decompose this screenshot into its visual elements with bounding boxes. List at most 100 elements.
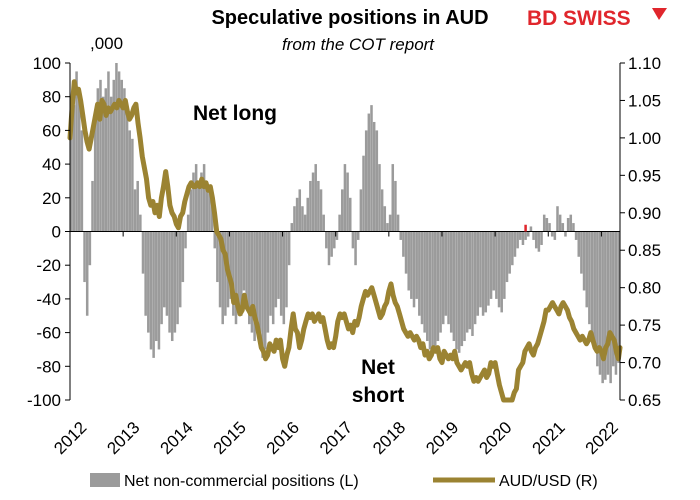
bar-52	[208, 189, 211, 232]
bar-152	[473, 231, 477, 325]
bar-6	[85, 231, 89, 316]
bar-72	[261, 231, 264, 358]
bar-119	[386, 223, 389, 232]
left-tick-label-7: -40	[36, 290, 61, 309]
bar-86	[298, 189, 302, 232]
bar-31	[152, 231, 155, 358]
bar-180	[548, 223, 551, 232]
bar-111	[364, 130, 368, 232]
bar-77	[274, 231, 278, 308]
bar-176	[537, 231, 541, 252]
bar-71	[258, 231, 262, 333]
bar-73	[263, 231, 267, 350]
bar-154	[479, 231, 482, 308]
left-tick-label-1: 80	[42, 88, 61, 107]
bar-13	[104, 88, 108, 232]
bar-88	[303, 214, 307, 232]
x-tick-label-5: 2017	[316, 418, 356, 458]
bar-173	[529, 226, 533, 232]
bar-84	[293, 206, 296, 232]
bar-162	[500, 231, 503, 313]
bar-99	[333, 231, 336, 249]
red-marker	[524, 224, 527, 232]
bar-30	[149, 231, 153, 350]
bar-83	[290, 223, 294, 232]
bar-55	[216, 231, 219, 283]
bar-146	[457, 231, 461, 353]
bar-43	[184, 231, 187, 249]
bar-129	[412, 231, 416, 308]
bar-156	[484, 231, 488, 313]
bar-178	[542, 214, 546, 232]
bar-199	[598, 231, 602, 375]
left-tick-label-10: -100	[27, 391, 61, 410]
bar-75	[269, 231, 272, 316]
bar-80	[282, 231, 286, 325]
bar-54	[213, 231, 217, 249]
bar-26	[139, 214, 142, 232]
bar-126	[404, 231, 408, 274]
bar-44	[186, 214, 190, 232]
left-tick-label-8: -60	[36, 324, 61, 343]
bar-202	[606, 231, 610, 375]
bar-134	[426, 231, 429, 342]
bar-41	[178, 231, 182, 308]
bar-147	[460, 231, 464, 347]
bar-171	[524, 231, 527, 240]
bar-185	[561, 223, 565, 232]
x-tick-label-1: 2013	[103, 418, 143, 458]
bar-66	[245, 231, 248, 308]
bar-188	[569, 214, 573, 232]
bar-160	[495, 231, 498, 299]
bar-3	[77, 88, 81, 232]
bar-51	[205, 180, 209, 232]
bar-20	[123, 88, 126, 232]
bar-105	[348, 197, 352, 232]
marker-bar	[524, 224, 527, 232]
right-tick-label-0: 1.10	[628, 54, 661, 73]
bar-184	[558, 214, 562, 232]
bar-27	[141, 231, 145, 274]
bar-14	[107, 71, 110, 232]
bar-155	[481, 231, 485, 316]
bar-189	[572, 223, 575, 232]
bar-200	[601, 231, 604, 384]
bar-102	[341, 189, 344, 232]
bar-8	[91, 180, 94, 232]
bar-95	[322, 214, 325, 232]
bar-90	[309, 180, 312, 232]
bar-40	[176, 231, 179, 325]
chart-subtitle: from the COT report	[282, 35, 435, 54]
bar-135	[428, 231, 432, 350]
right-tick-label-9: 0.65	[628, 391, 661, 410]
bar-206	[617, 231, 620, 363]
bar-97	[327, 231, 331, 266]
bar-128	[410, 231, 413, 299]
bar-197	[593, 231, 596, 350]
x-tick-label-6: 2018	[369, 418, 409, 458]
bar-49	[200, 172, 203, 232]
bar-46	[192, 172, 195, 232]
left-tick-label-6: -20	[36, 256, 61, 275]
bar-130	[415, 231, 418, 299]
bar-182	[553, 231, 557, 240]
bar-174	[532, 231, 535, 240]
x-tick-label-10: 2022	[582, 418, 622, 458]
bar-136	[431, 231, 434, 353]
x-tick-label-0: 2012	[50, 418, 90, 458]
bar-29	[147, 231, 150, 333]
bar-141	[444, 231, 448, 316]
bar-45	[189, 189, 193, 232]
annotation-net-short-line2: short	[352, 384, 405, 407]
logo-swiss: SWISS	[563, 7, 631, 30]
bar-48	[197, 180, 201, 232]
bar-106	[351, 231, 355, 249]
legend: Net non-commercial positions (L) AUD/USD…	[90, 473, 598, 490]
bar-70	[255, 231, 259, 325]
x-tick-label-3: 2015	[210, 418, 250, 458]
bar-183	[556, 206, 559, 232]
bar-2	[75, 71, 78, 232]
bar-87	[301, 206, 304, 232]
bar-175	[534, 231, 538, 249]
x-tick-label-9: 2021	[529, 418, 569, 458]
